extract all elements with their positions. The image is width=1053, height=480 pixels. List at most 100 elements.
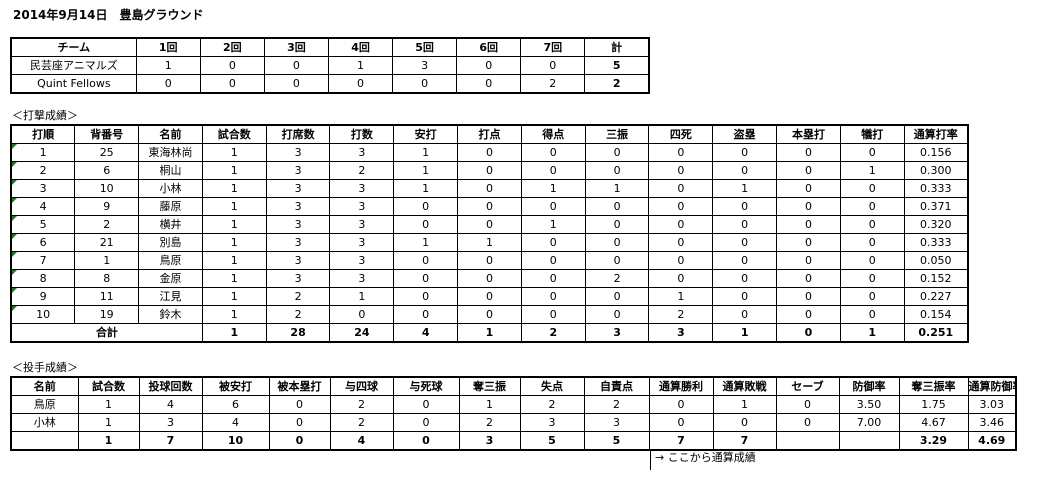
table-cell: 1 (393, 161, 459, 180)
table-cell: 3 (329, 215, 395, 234)
column-header: 通算防御率 (967, 376, 1017, 396)
table-cell: 2 (329, 161, 395, 180)
table-cell: 6 (74, 161, 140, 180)
table-cell: 4.67 (898, 413, 969, 432)
table-row: 7 1 鳥原 1 3 3 0 0 0 0 0 0 0 0 0.050 (10, 251, 969, 270)
column-header: 2回 (199, 37, 265, 57)
column-header: 1回 (135, 37, 201, 57)
table-cell: 0 (648, 161, 714, 180)
table-cell: 19 (74, 305, 140, 324)
table-cell: 0 (457, 305, 522, 324)
table-cell: 1 (329, 287, 395, 306)
table-cell: 1 (201, 215, 267, 234)
table-row: 3 10 小林 1 3 3 1 0 1 1 0 1 0 0 0.333 (10, 179, 969, 198)
table-cell: 0 (648, 251, 714, 270)
table-cell: 1 (201, 305, 267, 324)
table-cell: 1 (201, 161, 267, 180)
table-cell: 2 (10, 161, 76, 180)
total-cell: 0 (776, 323, 841, 343)
table-row: Quint Fellows 0 0 0 0 0 0 2 2 (10, 74, 650, 94)
total-cell: 0 (268, 431, 331, 451)
table-cell: 0 (268, 413, 331, 432)
table-cell: 金原 (138, 269, 203, 288)
table-cell: 0 (712, 215, 778, 234)
table-cell: 3 (329, 143, 395, 162)
table-cell: 5 (584, 56, 650, 75)
column-header: 4回 (327, 37, 394, 57)
table-cell: 6 (201, 395, 270, 414)
table-cell: 0.227 (903, 287, 969, 306)
table-cell: 0 (776, 215, 841, 234)
column-header: 通算勝利 (648, 376, 714, 396)
table-cell: 2 (648, 305, 714, 324)
column-header: 計 (584, 37, 650, 57)
pitching-table: 名前 試合数 投球回数 被安打 被本塁打 与四球 与死球 奪三振 失点 自責点 通算勝利 通算敗戦 セー… (10, 376, 1017, 451)
table-cell: 0 (584, 161, 650, 180)
column-header: 奪三振 (458, 376, 521, 396)
table-cell: 0 (648, 143, 714, 162)
table-cell: 4 (10, 197, 76, 216)
table-cell: 0 (648, 179, 714, 198)
table-cell: 1 (201, 269, 267, 288)
table-cell: 0.156 (903, 143, 969, 162)
table-cell: 0.333 (903, 179, 969, 198)
table-cell: 0 (712, 143, 778, 162)
table-cell: 2 (584, 74, 650, 94)
table-cell: 0 (648, 269, 714, 288)
table-cell: 1 (77, 395, 140, 414)
table-cell: 0 (776, 305, 841, 324)
column-header: 三振 (584, 124, 650, 144)
table-cell: 3 (519, 413, 585, 432)
table-cell: 2 (458, 413, 521, 432)
table-cell: 0 (199, 74, 265, 94)
table-cell: 0 (584, 251, 650, 270)
table-cell: 7.00 (838, 413, 900, 432)
table-cell: 鳥原 (138, 251, 203, 270)
table-cell: 3 (265, 251, 331, 270)
table-cell: 0 (520, 287, 586, 306)
table-row: 5 2 横井 1 3 3 0 0 1 0 0 0 0 0 0.320 (10, 215, 969, 234)
table-cell: 0 (393, 251, 459, 270)
table-cell: 0 (839, 197, 905, 216)
table-cell: 0 (648, 215, 714, 234)
table-cell: 民芸座アニマルズ (10, 56, 137, 75)
total-cell: 3.29 (898, 431, 969, 451)
table-cell: 0 (457, 251, 522, 270)
total-cell: 7 (712, 431, 777, 451)
table-cell: 1 (201, 179, 267, 198)
table-cell: 0 (584, 305, 650, 324)
table-cell: 1 (520, 179, 586, 198)
table-cell: 横井 (138, 215, 203, 234)
table-cell: 0 (393, 287, 459, 306)
table-cell: 2 (583, 395, 650, 414)
table-cell: 0 (456, 56, 522, 75)
batting-table: 打順 背番号 名前 試合数 打席数 打数 安打 打点 得点 三振 四死 盗塁 本塁打 犠打 通算打率 1 25… (10, 124, 969, 343)
table-cell: 別島 (138, 233, 203, 252)
table-cell: 0 (839, 233, 905, 252)
table-cell: 0 (776, 287, 841, 306)
column-header: 本塁打 (776, 124, 841, 144)
total-cell: 3 (584, 323, 650, 343)
table-cell: 0 (839, 305, 905, 324)
column-header: 3回 (263, 37, 329, 57)
table-cell: 7 (10, 251, 76, 270)
table-cell: 0 (393, 197, 459, 216)
table-cell: 0 (520, 305, 586, 324)
column-header: 被本塁打 (268, 376, 331, 396)
table-cell: 0 (839, 269, 905, 288)
table-cell: 1.75 (898, 395, 969, 414)
table-cell: 1 (10, 143, 76, 162)
table-cell: 0 (393, 269, 459, 288)
table-cell: 0 (648, 413, 714, 432)
column-header: 名前 (138, 124, 203, 144)
table-cell: 0 (520, 269, 586, 288)
table-cell: 3 (329, 197, 395, 216)
table-cell: 0 (457, 197, 522, 216)
table-cell: 9 (74, 197, 140, 216)
table-cell: 3 (329, 233, 395, 252)
column-header: 奪三振率 (898, 376, 969, 396)
table-cell: 0 (712, 269, 778, 288)
total-cell: 10 (201, 431, 270, 451)
column-header: 投球回数 (138, 376, 203, 396)
table-cell: 0 (712, 197, 778, 216)
